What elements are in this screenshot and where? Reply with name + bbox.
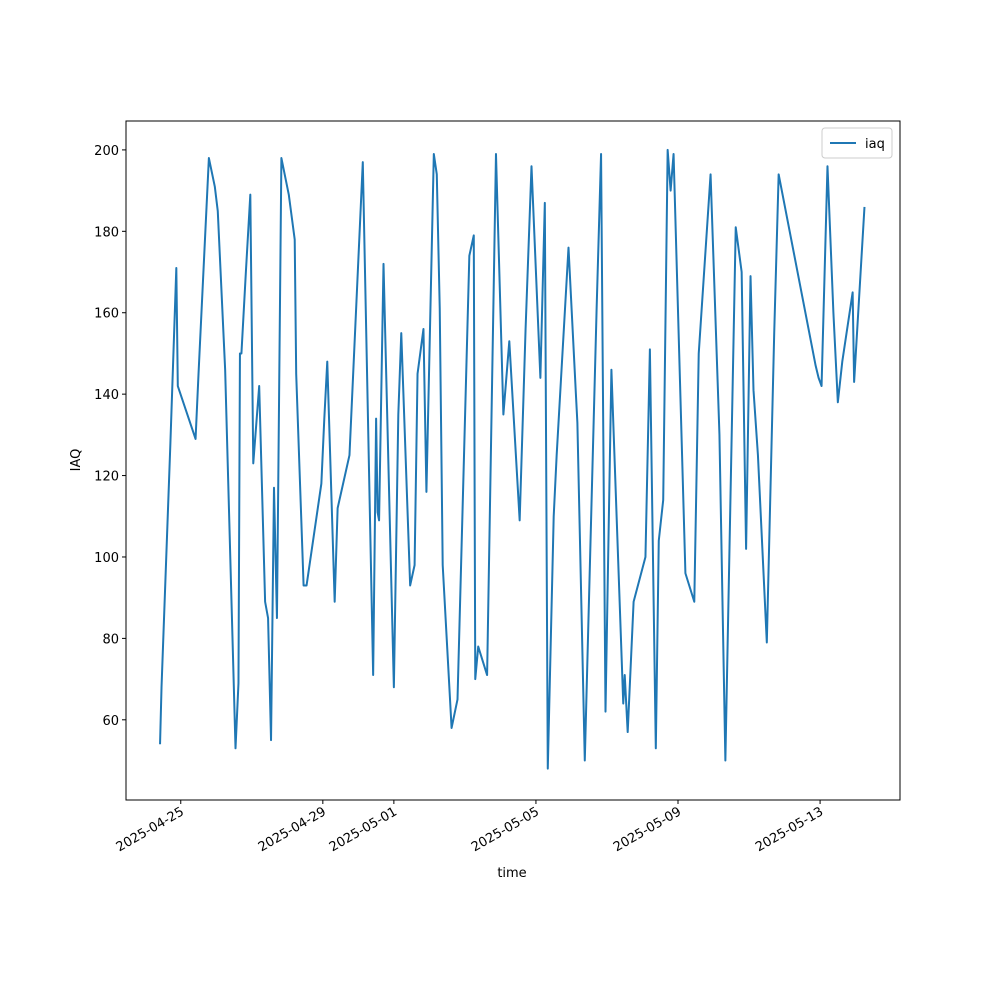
x-tick-label: 2025-05-05 (469, 804, 542, 855)
y-axis-label: IAQ (69, 449, 84, 472)
x-tick-label: 2025-05-09 (611, 804, 684, 855)
y-tick-label: 80 (102, 632, 119, 647)
y-tick-label: 160 (94, 307, 119, 322)
x-tick-label: 2025-04-25 (114, 804, 187, 855)
data-line (159, 148, 866, 770)
y-tick-label: 200 (94, 144, 119, 159)
y-tick-label: 140 (94, 388, 119, 403)
x-tick-label: 2025-05-01 (327, 804, 400, 855)
plot-frame (125, 120, 901, 801)
y-tick-label: 120 (94, 470, 119, 485)
y-tick-label: 100 (94, 551, 119, 566)
y-tick-label: 180 (94, 225, 119, 240)
legend-label: iaq (865, 137, 885, 152)
x-axis-label: time (497, 866, 526, 881)
legend-box (821, 127, 893, 159)
x-tick-label: 2025-05-13 (753, 804, 826, 855)
y-tick-label: 60 (102, 714, 119, 729)
x-tick-label: 2025-04-29 (256, 804, 329, 855)
